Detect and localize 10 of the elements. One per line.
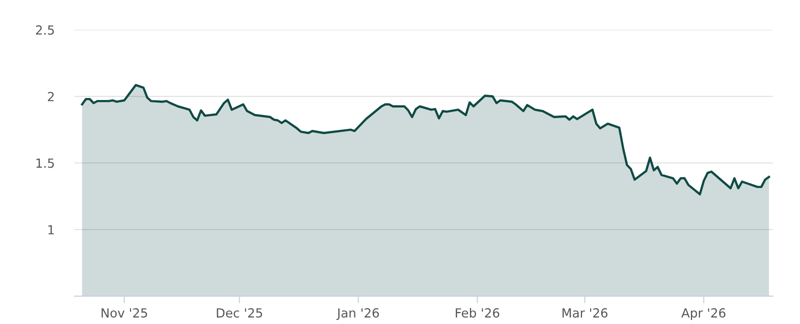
- x-tick-label: Jan '26: [336, 308, 379, 320]
- x-tick-label: Dec '25: [216, 308, 262, 318]
- x-tick-label: Mar '26: [562, 308, 608, 318]
- x-tick-label: Apr '26: [681, 308, 726, 320]
- y-tick-label: 1.5: [36, 158, 54, 168]
- x-tick-label: Nov '25: [102, 308, 148, 318]
- y-tick-label: 1: [48, 225, 54, 234]
- x-tick-label: Feb '26: [456, 308, 500, 318]
- y-tick-label: 2.5: [36, 25, 54, 35]
- y-tick-label: 2: [48, 92, 54, 102]
